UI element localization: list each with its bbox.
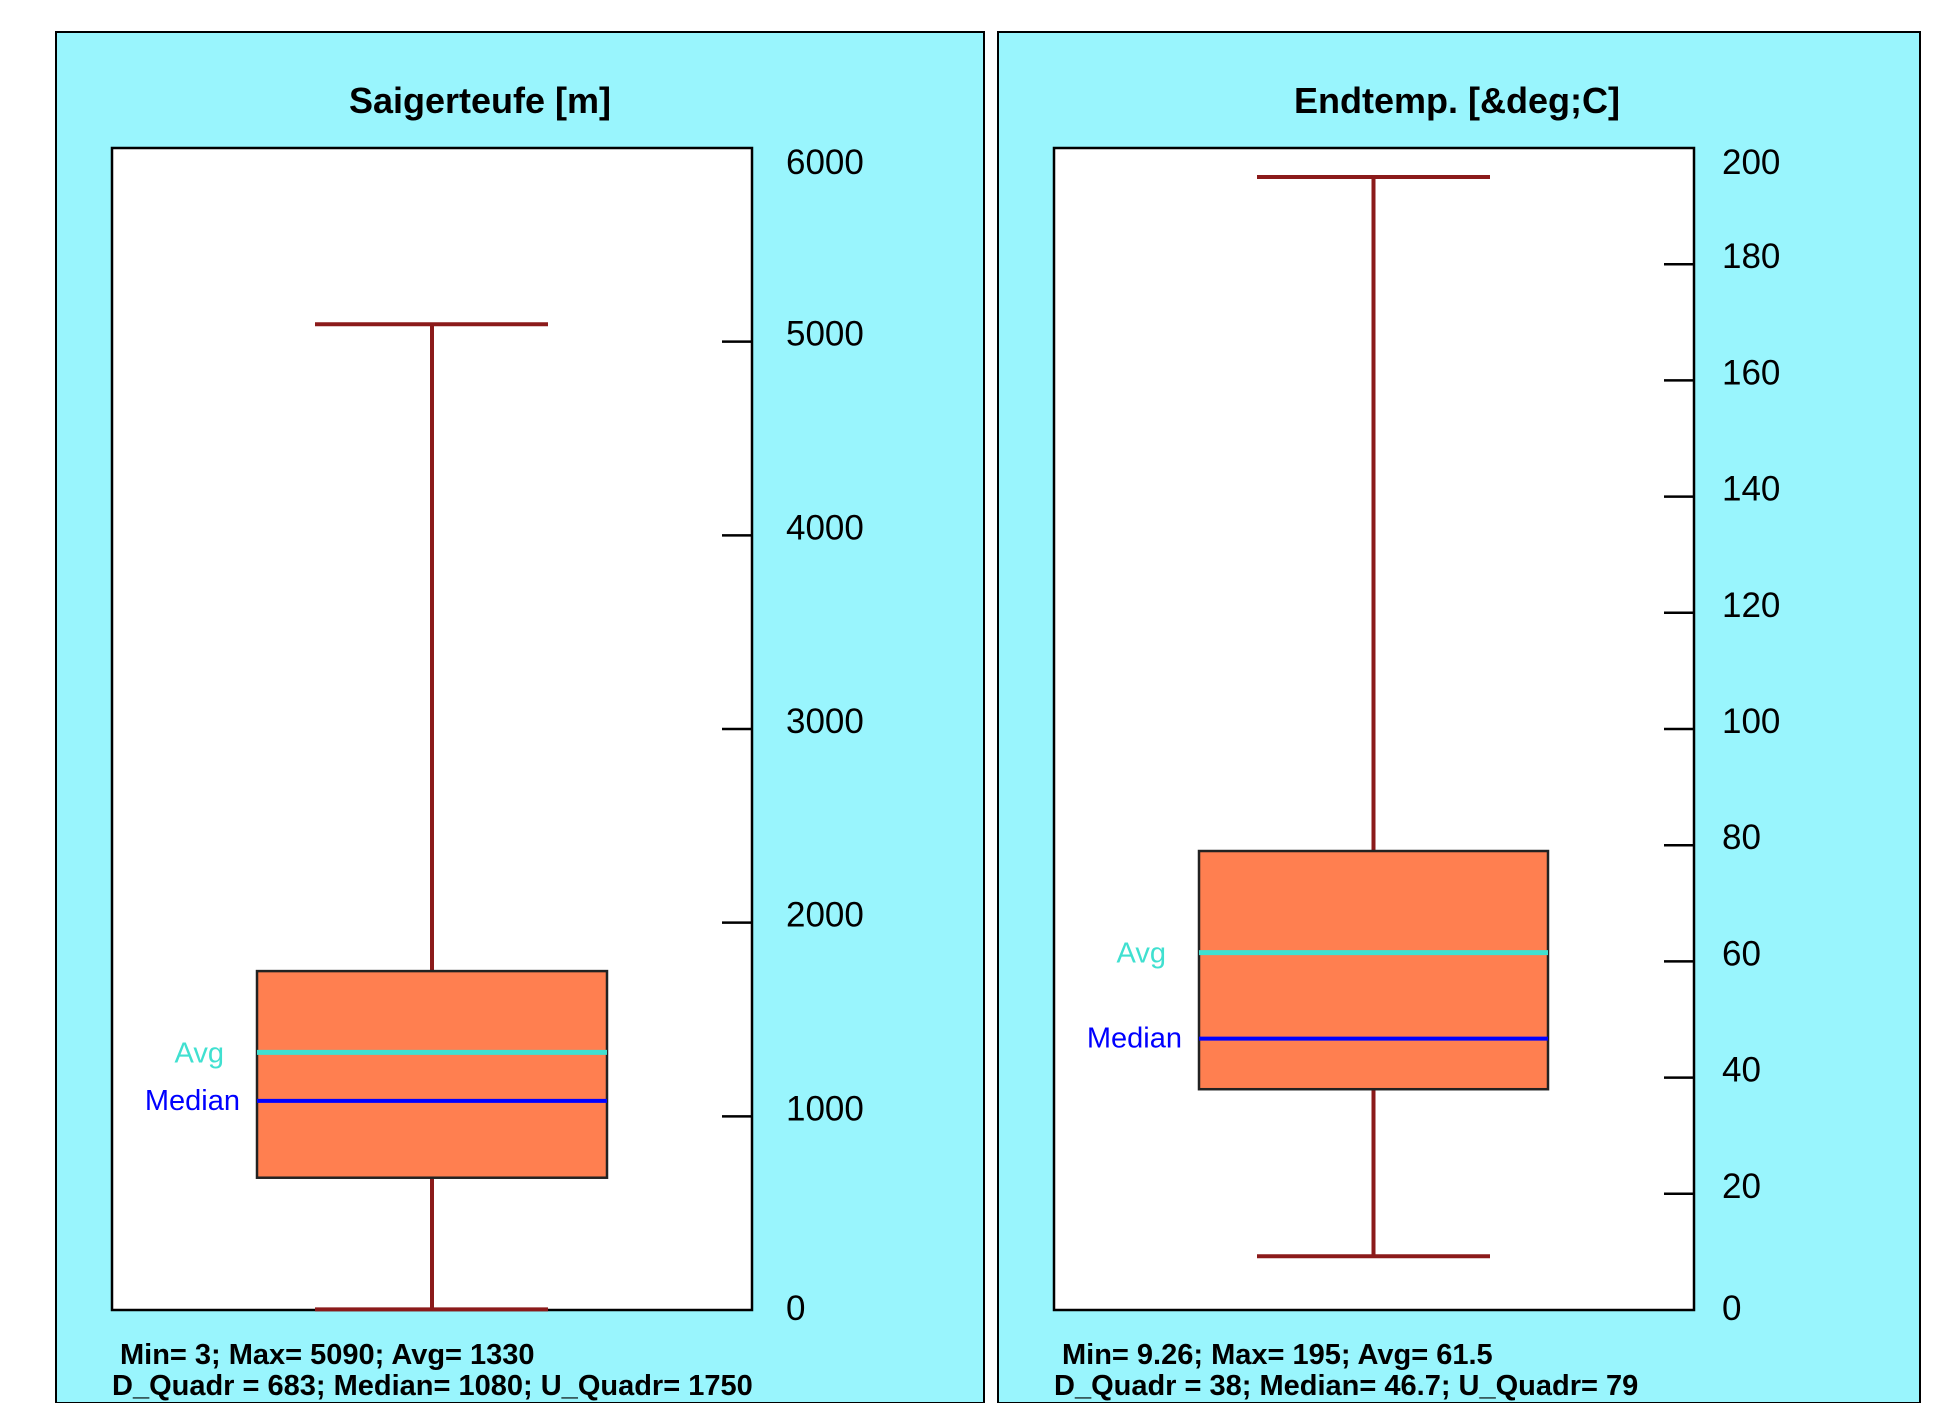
y-tick-label: 180 [1722,237,1780,276]
stats-line-1: Min= 9.26; Max= 195; Avg= 61.5 [1062,1339,1493,1371]
chart-panel-2: Endtemp. [&deg;C] 0 20 40 60 80 100 120 140 160 18… [997,31,1921,1404]
y-tick-label: 40 [1722,1051,1761,1090]
y-tick-label: 4000 [786,508,864,547]
y-tick-label: 140 [1722,470,1780,509]
y-tick-label: 3000 [786,702,864,741]
median-label: Median [1087,1023,1182,1055]
stats-line-1: Min= 3; Max= 5090; Avg= 1330 [120,1339,535,1371]
y-tick-label: 2000 [786,896,864,935]
stats-line-2: D_Quadr = 683; Median= 1080; U_Quadr= 17… [112,1370,753,1402]
y-tick-label: 0 [786,1289,805,1328]
avg-label: Avg [1117,938,1166,970]
chart-panel-1: Saigerteufe [m] 0 1000 2000 3000 4000 5000 6000… [55,31,985,1404]
y-tick-label: 0 [1722,1289,1741,1328]
y-tick-label: 100 [1722,702,1780,741]
y-tick-label: 80 [1722,818,1761,857]
panel-separator [984,32,998,1403]
y-tick-label: 160 [1722,353,1780,392]
y-tick-label: 6000 [786,143,864,182]
chart-title: Endtemp. [&deg;C] [1294,80,1620,121]
y-tick-label: 200 [1722,143,1780,182]
y-tick-label: 1000 [786,1089,864,1128]
y-tick-label: 60 [1722,934,1761,973]
quartile-box [255,969,609,1179]
stats-line-2: D_Quadr = 38; Median= 46.7; U_Quadr= 79 [1054,1370,1638,1402]
avg-label: Avg [175,1037,224,1069]
quartile-box [1197,849,1550,1091]
median-label: Median [145,1085,240,1117]
y-tick-label: 5000 [786,315,864,354]
y-tick-label: 120 [1722,586,1780,625]
y-tick-label: 20 [1722,1167,1761,1206]
chart-title: Saigerteufe [m] [349,80,611,121]
